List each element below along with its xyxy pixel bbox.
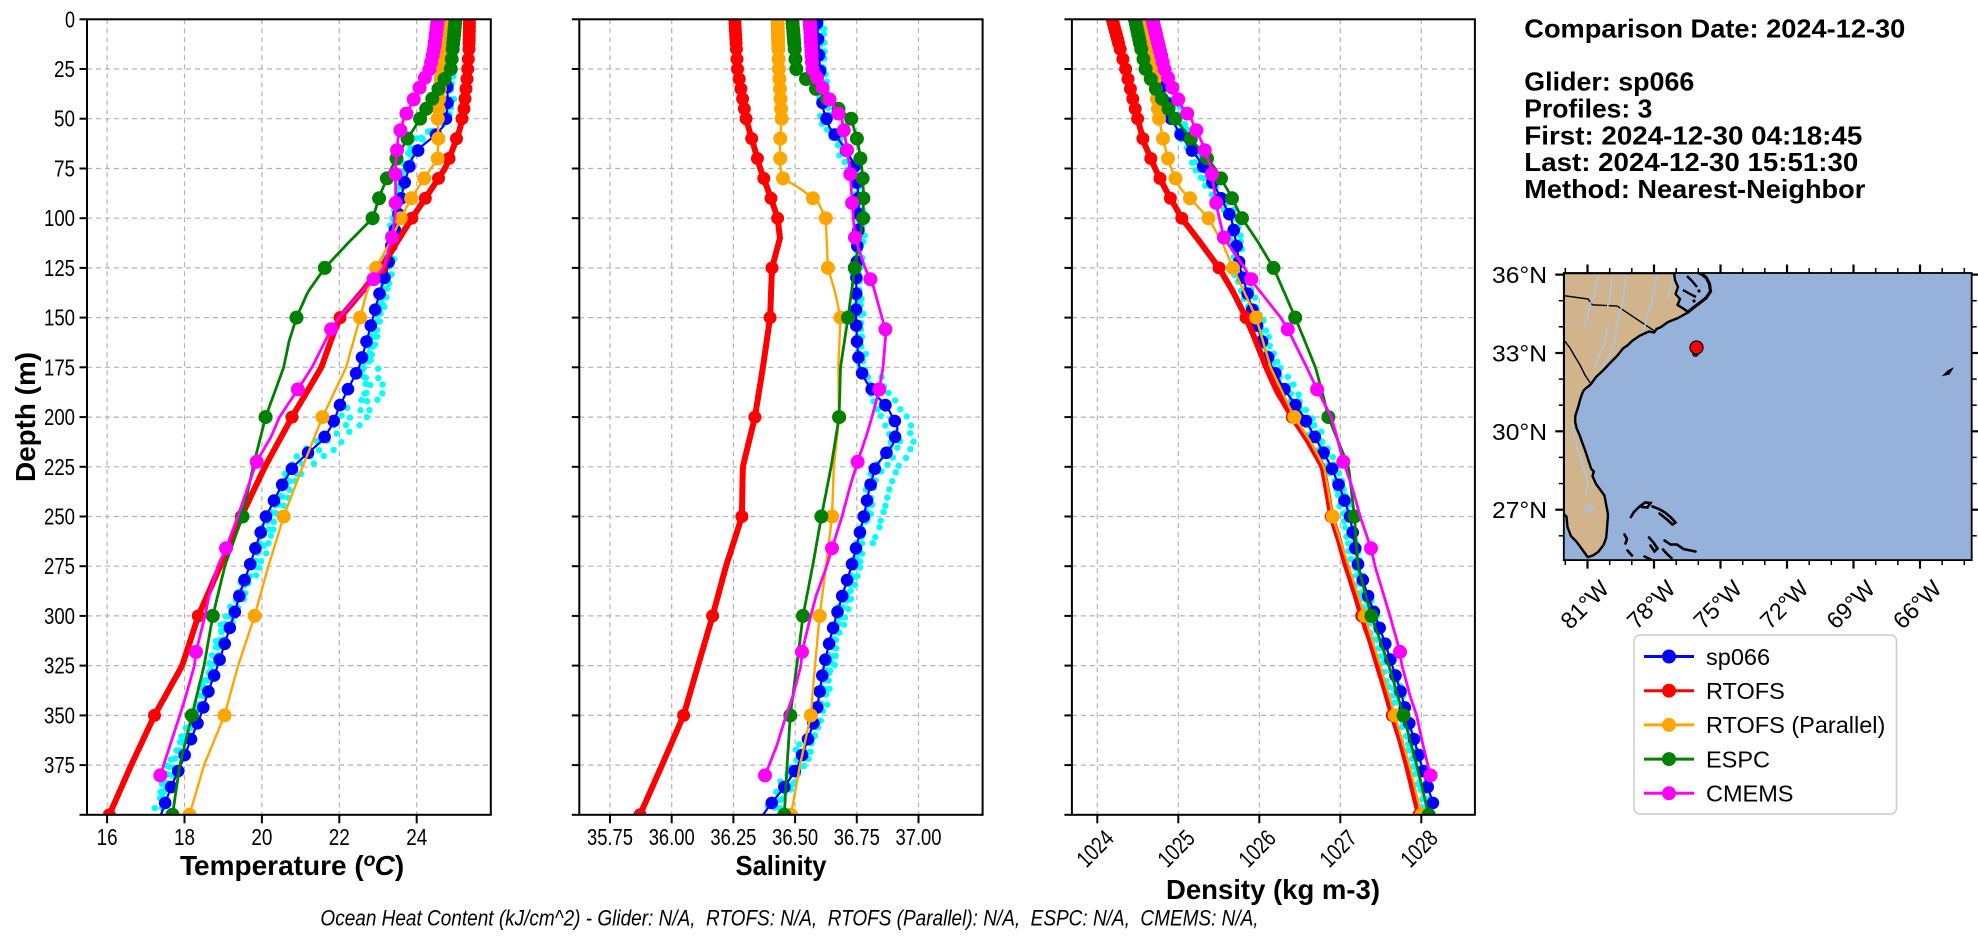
svg-text:150: 150 <box>44 305 75 331</box>
svg-text:0: 0 <box>65 6 75 32</box>
svg-text:225: 225 <box>44 454 75 480</box>
svg-text:24: 24 <box>406 824 427 850</box>
svg-text:35.75: 35.75 <box>587 824 633 850</box>
svg-text:Ocean Heat Content (kJ/cm^2) -: Ocean Heat Content (kJ/cm^2) - Glider: N… <box>320 906 1258 931</box>
svg-text:30°N: 30°N <box>1492 419 1547 445</box>
svg-text:250: 250 <box>44 504 75 530</box>
svg-text:Salinity: Salinity <box>736 850 827 881</box>
svg-text:ESPC: ESPC <box>1706 746 1770 772</box>
svg-text:16: 16 <box>97 824 118 850</box>
svg-text:RTOFS: RTOFS <box>1706 678 1785 704</box>
svg-text:Profiles: 3: Profiles: 3 <box>1524 93 1652 123</box>
svg-text:sp066: sp066 <box>1706 644 1770 670</box>
svg-text:75: 75 <box>54 156 75 182</box>
svg-text:375: 375 <box>44 752 75 778</box>
svg-text:Last: 2024-12-30 15:51:30: Last: 2024-12-30 15:51:30 <box>1524 147 1858 177</box>
svg-text:100: 100 <box>44 205 75 231</box>
svg-text:36°N: 36°N <box>1492 262 1547 288</box>
svg-text:50: 50 <box>54 106 75 132</box>
svg-text:27°N: 27°N <box>1492 497 1547 523</box>
svg-text:First: 2024-12-30 04:18:45: First: 2024-12-30 04:18:45 <box>1524 120 1862 150</box>
svg-text:350: 350 <box>44 702 75 728</box>
svg-text:22: 22 <box>329 824 350 850</box>
svg-text:36.50: 36.50 <box>772 824 818 850</box>
svg-text:325: 325 <box>44 653 75 679</box>
svg-text:36.00: 36.00 <box>649 824 695 850</box>
svg-text:275: 275 <box>44 553 75 579</box>
svg-text:Density (kg m-3): Density (kg m-3) <box>1166 874 1380 905</box>
svg-text:37.00: 37.00 <box>896 824 942 850</box>
svg-text:36.75: 36.75 <box>834 824 880 850</box>
svg-text:Comparison Date: 2024-12-30: Comparison Date: 2024-12-30 <box>1524 14 1905 44</box>
svg-text:Glider: sp066: Glider: sp066 <box>1524 67 1694 97</box>
svg-text:200: 200 <box>44 404 75 430</box>
svg-text:125: 125 <box>44 255 75 281</box>
svg-text:RTOFS (Parallel): RTOFS (Parallel) <box>1706 712 1885 738</box>
svg-text:CMEMS: CMEMS <box>1706 781 1793 807</box>
svg-text:36.25: 36.25 <box>710 824 756 850</box>
svg-text:300: 300 <box>44 603 75 629</box>
svg-text:Method: Nearest-Neighbor: Method: Nearest-Neighbor <box>1524 174 1865 204</box>
svg-text:25: 25 <box>54 56 75 82</box>
svg-text:20: 20 <box>251 824 272 850</box>
svg-text:33°N: 33°N <box>1492 341 1547 367</box>
svg-text:175: 175 <box>44 354 75 380</box>
svg-text:18: 18 <box>174 824 195 850</box>
svg-text:Depth (m): Depth (m) <box>10 352 41 482</box>
